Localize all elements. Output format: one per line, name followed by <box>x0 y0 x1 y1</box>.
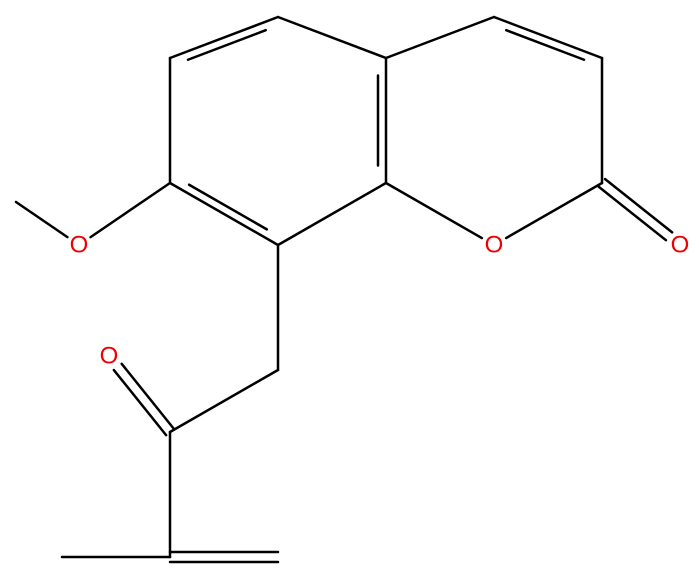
bond-line <box>386 183 482 238</box>
bond-line <box>605 179 672 232</box>
oxygen-label: O <box>100 343 119 370</box>
bond-line <box>278 183 386 245</box>
molecule-canvas: O O O O <box>0 0 699 578</box>
bond-line <box>188 30 266 60</box>
bond-line <box>506 30 584 60</box>
bond-line <box>599 187 666 240</box>
oxygen-label: O <box>70 232 89 259</box>
bond-line <box>494 17 602 58</box>
bond-line <box>506 183 602 238</box>
bond-line <box>122 364 174 429</box>
bond-line <box>386 17 494 58</box>
bond-line <box>170 183 278 245</box>
oxygen-label: O <box>485 232 504 259</box>
bond-line <box>16 202 67 237</box>
bond-line <box>170 17 278 58</box>
oxygen-label: O <box>671 232 690 259</box>
bond-line <box>278 17 386 58</box>
bond-line <box>91 183 170 237</box>
bond-line <box>189 185 267 230</box>
bond-line <box>170 370 278 432</box>
bond-line <box>114 370 166 435</box>
